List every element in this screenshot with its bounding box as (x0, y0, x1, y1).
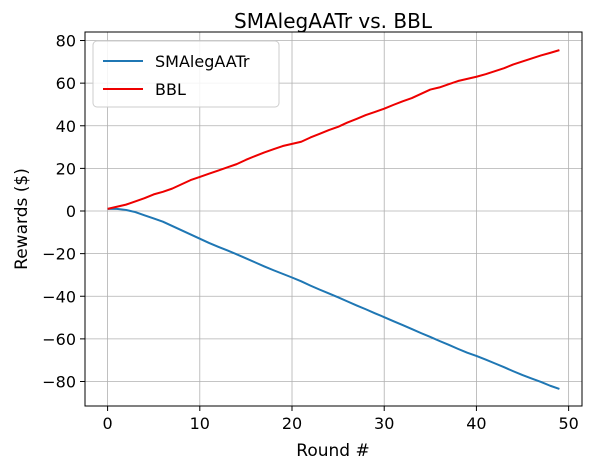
y-tick-label: 40 (56, 117, 76, 136)
chart-title: SMAlegAATr vs. BBL (234, 9, 433, 33)
x-tick-label: 20 (282, 414, 302, 433)
legend: SMAlegAATr BBL (92, 40, 280, 108)
y-tick-label: 80 (56, 32, 76, 51)
y-axis-ticks: −80 −60 −40 −20 0 20 40 60 80 (42, 32, 85, 391)
x-axis-ticks: 0 10 20 30 40 50 (102, 406, 579, 433)
y-tick-label: −40 (42, 287, 76, 306)
y-tick-label: 20 (56, 159, 76, 178)
x-tick-label: 50 (558, 414, 578, 433)
y-tick-label: −60 (42, 330, 76, 349)
legend-label: BBL (155, 80, 186, 99)
x-axis-label: Round # (296, 441, 369, 461)
x-tick-label: 10 (190, 414, 210, 433)
series-line-0 (107, 207, 560, 390)
legend-box (92, 40, 280, 108)
x-tick-label: 40 (466, 414, 486, 433)
series-lines (107, 49, 560, 390)
y-tick-label: −80 (42, 372, 76, 391)
y-tick-label: 0 (66, 202, 76, 221)
y-tick-label: 60 (56, 74, 76, 93)
plot-frame (84, 31, 583, 407)
legend-label: SMAlegAATr (155, 52, 250, 71)
grid-lines (85, 32, 582, 406)
y-tick-label: −20 (42, 245, 76, 264)
y-axis-label: Rewards ($) (12, 168, 32, 270)
x-tick-label: 0 (102, 414, 112, 433)
series-line-1 (107, 49, 560, 210)
x-tick-label: 30 (374, 414, 394, 433)
